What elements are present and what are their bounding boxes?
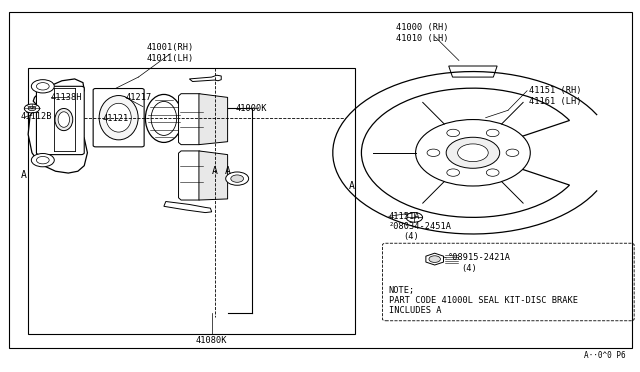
FancyBboxPatch shape (93, 89, 144, 147)
Circle shape (36, 83, 49, 90)
Text: 41217: 41217 (125, 93, 152, 102)
Polygon shape (449, 66, 497, 77)
Text: 41011(LH): 41011(LH) (147, 54, 194, 63)
Text: 41112B: 41112B (20, 112, 52, 121)
Circle shape (447, 129, 460, 137)
Polygon shape (28, 79, 88, 173)
Polygon shape (164, 202, 212, 212)
Text: 41010 (LH): 41010 (LH) (396, 34, 449, 43)
Circle shape (486, 169, 499, 176)
Text: °08915-2421A: °08915-2421A (447, 253, 511, 263)
Text: 41000K: 41000K (236, 104, 268, 113)
Polygon shape (426, 253, 444, 265)
Text: A··0^0 P6: A··0^0 P6 (584, 350, 626, 360)
Circle shape (406, 212, 422, 222)
Circle shape (427, 149, 440, 157)
Text: 41000 (RH): 41000 (RH) (396, 23, 449, 32)
Text: 41151 (RH): 41151 (RH) (529, 86, 582, 95)
FancyBboxPatch shape (36, 86, 84, 155)
Circle shape (458, 144, 488, 161)
Circle shape (506, 149, 519, 157)
Circle shape (486, 129, 499, 137)
Text: ²08034-2451A: ²08034-2451A (389, 222, 452, 231)
Ellipse shape (145, 94, 182, 142)
Ellipse shape (151, 102, 177, 135)
Circle shape (446, 137, 500, 168)
Polygon shape (189, 75, 221, 81)
Text: (4): (4) (403, 232, 419, 241)
Text: A: A (349, 181, 355, 191)
Polygon shape (179, 151, 204, 200)
Circle shape (28, 106, 36, 111)
Circle shape (24, 104, 40, 113)
Polygon shape (199, 151, 228, 200)
Circle shape (231, 175, 244, 182)
Text: (4): (4) (461, 264, 477, 273)
Text: 41151A: 41151A (389, 212, 420, 221)
Ellipse shape (106, 103, 131, 132)
Text: PART CODE 41000L SEAL KIT-DISC BRAKE: PART CODE 41000L SEAL KIT-DISC BRAKE (389, 296, 578, 305)
Circle shape (429, 256, 440, 262)
Text: 41161 (LH): 41161 (LH) (529, 97, 582, 106)
Text: A: A (20, 170, 26, 180)
Text: A: A (212, 166, 218, 176)
Text: INCLUDES A: INCLUDES A (389, 306, 442, 315)
Text: 41121: 41121 (102, 114, 128, 123)
Text: 41138H: 41138H (51, 93, 82, 102)
Circle shape (226, 172, 248, 185)
Polygon shape (199, 94, 228, 145)
Text: NOTE;: NOTE; (389, 286, 415, 295)
Circle shape (447, 169, 460, 176)
Ellipse shape (99, 96, 138, 140)
Bar (28, 68, 355, 334)
Circle shape (36, 157, 49, 164)
Text: 41001(RH): 41001(RH) (147, 43, 194, 52)
Wedge shape (362, 88, 570, 217)
Circle shape (31, 80, 54, 93)
Ellipse shape (58, 112, 70, 127)
Text: A: A (225, 166, 230, 176)
Polygon shape (179, 94, 204, 145)
Circle shape (415, 119, 531, 186)
Circle shape (31, 154, 54, 167)
Text: 41080K: 41080K (196, 336, 227, 345)
Ellipse shape (55, 109, 73, 131)
